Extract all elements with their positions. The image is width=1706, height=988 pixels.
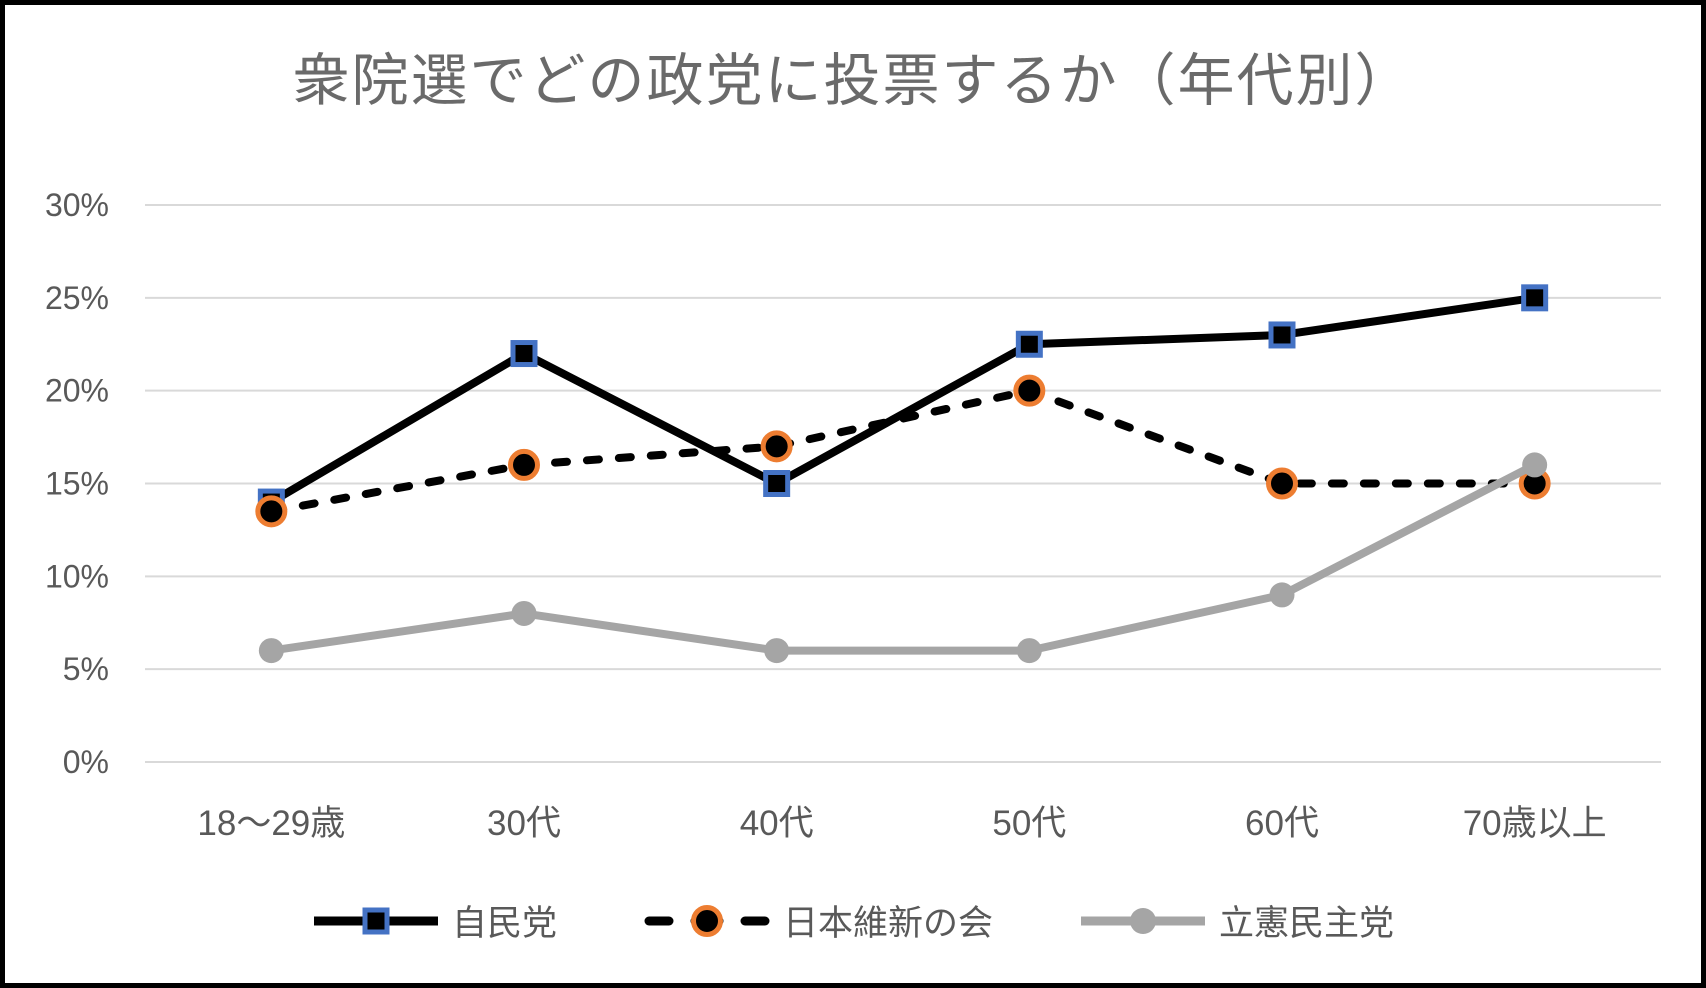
series-marker-square — [1015, 330, 1043, 358]
series-line-1 — [267, 386, 1539, 516]
legend-item-1: 日本維新の会 — [643, 895, 993, 946]
legend-label-0: 自民党 — [451, 904, 557, 943]
series-marker-circle — [1266, 467, 1298, 500]
series-line-0 — [269, 293, 1536, 506]
series-marker-circle — [255, 495, 288, 528]
x-axis-category-label: 40代 — [740, 804, 814, 843]
series-marker-square — [1521, 284, 1549, 312]
chart-title: 衆院選でどの政党に投票するか（年代別） — [292, 49, 1414, 113]
y-axis-tick-label: 5% — [63, 651, 109, 687]
legend-label-1: 日本維新の会 — [782, 904, 993, 943]
y-axis-tick-label: 15% — [45, 466, 109, 502]
chart-legend: 自民党 日本維新の会 立憲民主党 — [5, 895, 1701, 946]
series-marker-square — [763, 470, 791, 497]
series-marker-circle — [511, 600, 537, 626]
series-marker-circle — [508, 448, 540, 481]
series-marker-circle — [1522, 452, 1548, 478]
y-axis-tick-label: 0% — [63, 744, 109, 780]
series-marker-circle — [1013, 374, 1046, 407]
x-axis-category-label: 18〜29歳 — [197, 804, 345, 843]
x-axis-category-label: 60代 — [1245, 804, 1319, 843]
x-axis-category-label: 30代 — [487, 804, 561, 843]
series-marker-circle — [1269, 582, 1295, 608]
series-marker-square — [510, 340, 538, 368]
y-axis-tick-label: 30% — [45, 187, 109, 223]
legend-label-2: 立憲民主党 — [1219, 904, 1395, 943]
line-chart-plot-area: 0% 5% 10% 15% 20% 25% 30% 18〜29歳 30代 40代 50代 60代 70歳… — [45, 187, 1661, 843]
series-marker-circle — [760, 430, 793, 463]
series-marker-circle — [1016, 638, 1042, 664]
series-marker-circle — [764, 638, 790, 664]
x-axis-category-label: 70歳以上 — [1463, 804, 1607, 843]
legend-line-sample — [644, 904, 770, 937]
legend-line-sample — [1081, 907, 1205, 934]
legend-item-0: 自民党 — [312, 895, 557, 946]
legend-line-sample — [313, 907, 438, 934]
y-axis-tick-label: 25% — [45, 280, 109, 316]
y-axis-tick-label: 20% — [45, 373, 109, 409]
series-marker-circle — [258, 638, 284, 664]
series-marker-square — [1268, 321, 1296, 349]
series-line-2 — [270, 461, 1537, 655]
x-axis-category-label: 50代 — [992, 804, 1066, 843]
y-axis-tick-label: 10% — [45, 558, 109, 594]
legend-item-2: 立憲民主党 — [1079, 895, 1394, 946]
